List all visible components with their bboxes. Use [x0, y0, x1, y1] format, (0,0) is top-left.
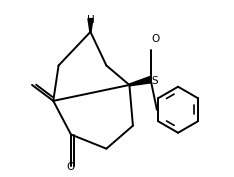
Text: S: S — [152, 76, 158, 86]
Text: O: O — [152, 34, 160, 44]
Text: H: H — [87, 15, 94, 25]
Polygon shape — [88, 19, 93, 32]
Text: O: O — [67, 162, 75, 172]
Polygon shape — [129, 77, 151, 86]
